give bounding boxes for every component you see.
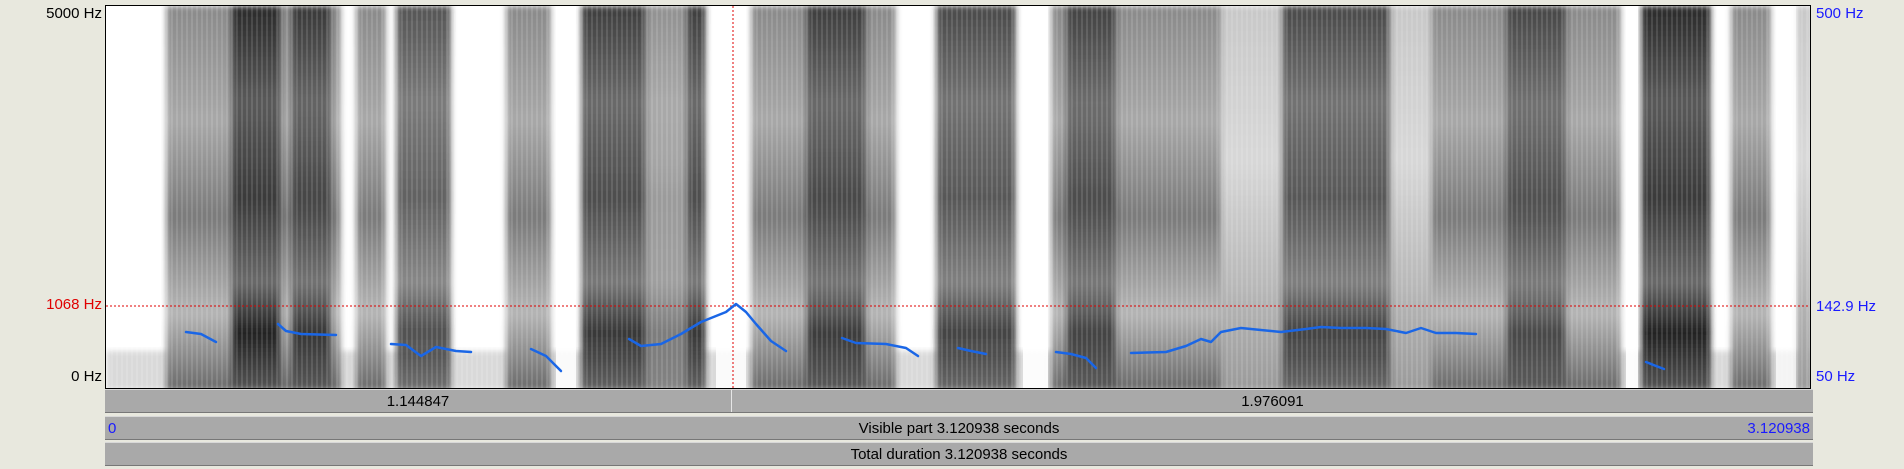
visible-part-bar[interactable]: 0 Visible part 3.120938 seconds 3.120938 <box>105 416 1813 440</box>
freq-min-label: 0 Hz <box>71 368 102 385</box>
pitch-min-label: 50 Hz <box>1816 368 1856 385</box>
total-duration-label: Total duration 3.120938 seconds <box>850 446 1068 463</box>
visible-end-time: 3.120938 <box>1747 420 1810 437</box>
visible-part-label: Visible part 3.120938 seconds <box>858 420 1060 437</box>
selection-bar[interactable]: 1.144847 1.976091 <box>105 389 1813 413</box>
visible-start-time: 0 <box>108 420 117 437</box>
cursor-freq-label: 1068 Hz <box>46 296 102 313</box>
left-segment[interactable]: 1.144847 <box>105 390 732 412</box>
spectrogram-panel[interactable] <box>105 5 1811 389</box>
pitch-contour <box>184 302 1666 373</box>
right-segment[interactable]: 1.976091 <box>732 390 1813 412</box>
cursor-pitch-label: 142.9 Hz <box>1816 298 1877 315</box>
pitch-max-label: 500 Hz <box>1816 5 1864 22</box>
left-segment-duration: 1.144847 <box>386 392 450 410</box>
total-duration-bar[interactable]: Total duration 3.120938 seconds <box>105 442 1813 466</box>
freq-max-label: 5000 Hz <box>46 5 102 22</box>
spectrogram-svg <box>106 6 1810 388</box>
right-segment-duration: 1.976091 <box>1241 392 1304 410</box>
